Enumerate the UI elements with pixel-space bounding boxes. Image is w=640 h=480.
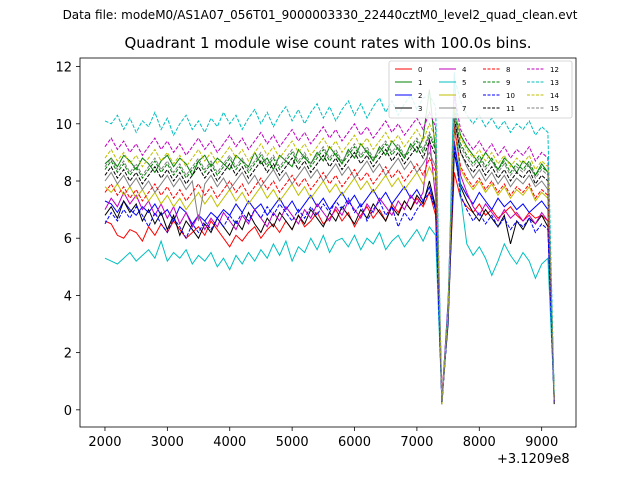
series-line-5	[104, 72, 555, 402]
series-line-6	[104, 129, 555, 402]
x-tick-label-9000: 9000	[525, 435, 558, 450]
series-line-8	[104, 126, 555, 402]
y-tick-label-10: 10	[55, 118, 72, 133]
x-tick-label-5000: 5000	[276, 435, 309, 450]
legend-label-13: 13	[550, 79, 559, 87]
series-line-11	[104, 118, 555, 402]
legend-label-3: 3	[418, 105, 422, 113]
legend-label-10: 10	[506, 92, 515, 100]
series-line-12	[104, 95, 555, 402]
legend-label-0: 0	[418, 66, 422, 74]
series-line-13	[104, 77, 555, 402]
x-axis-offset-label: +3.1209e8	[497, 452, 570, 467]
legend-label-6: 6	[462, 92, 467, 100]
legend-label-7: 7	[462, 105, 466, 113]
legend-label-1: 1	[418, 79, 422, 87]
x-tick-label-8000: 8000	[463, 435, 496, 450]
legend-label-5: 5	[462, 79, 466, 87]
y-tick-label-2: 2	[64, 347, 72, 362]
legend-label-9: 9	[506, 79, 510, 87]
series-line-10	[104, 146, 555, 405]
plot-frame	[79, 57, 577, 428]
y-tick-label-8: 8	[64, 175, 72, 190]
series-line-2	[104, 140, 555, 402]
legend-label-2: 2	[418, 92, 422, 100]
legend-label-12: 12	[550, 66, 559, 74]
x-tick-label-6000: 6000	[338, 435, 371, 450]
y-tick-label-6: 6	[64, 232, 72, 247]
x-tick-label-7000: 7000	[400, 435, 433, 450]
x-tick-label-3000: 3000	[151, 435, 184, 450]
figure-suptitle: Data file: modeM0/AS1A07_056T01_90000033…	[62, 8, 578, 22]
chart-title: Quadrant 1 module wise count rates with …	[124, 34, 532, 52]
legend-label-14: 14	[550, 92, 559, 100]
series-line-9	[104, 112, 555, 405]
legend-box	[388, 60, 573, 119]
x-tick-label-2000: 2000	[88, 435, 121, 450]
legend-label-4: 4	[462, 66, 467, 74]
y-tick-label-0: 0	[64, 404, 72, 419]
legend-label-11: 11	[506, 105, 515, 113]
x-tick-label-4000: 4000	[213, 435, 246, 450]
legend-label-8: 8	[506, 66, 510, 74]
legend-label-15: 15	[550, 105, 559, 113]
series-line-0	[104, 172, 555, 402]
series-line-1	[104, 89, 555, 405]
series-line-14	[104, 106, 555, 405]
series-line-15	[104, 115, 555, 402]
series-line-4	[104, 123, 555, 405]
y-tick-label-12: 12	[55, 61, 72, 76]
y-tick-label-4: 4	[64, 289, 72, 304]
series-line-7	[104, 120, 555, 405]
